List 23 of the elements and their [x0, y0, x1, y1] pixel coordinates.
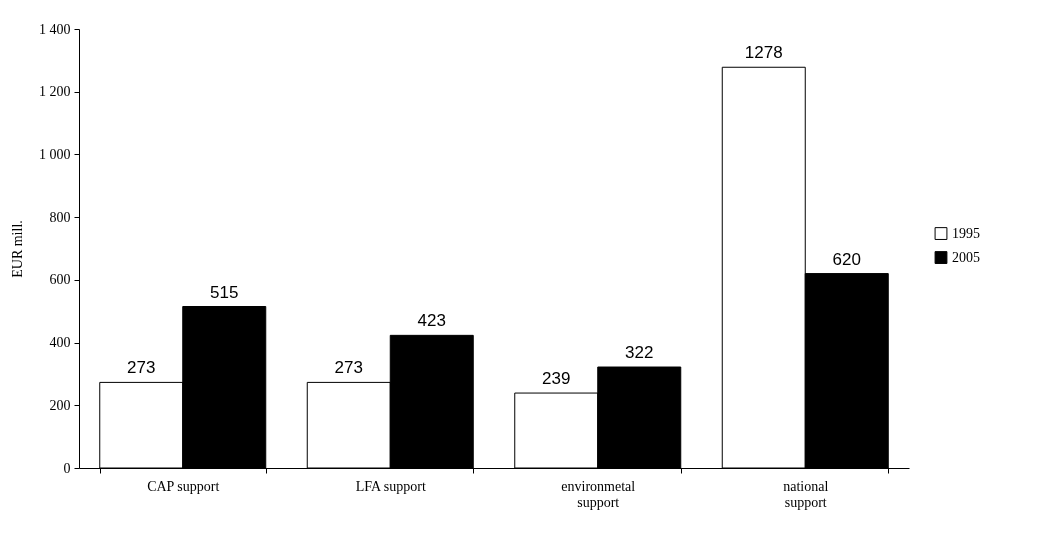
y-tick-label: 1 400 [39, 21, 71, 37]
y-tick-label: 800 [49, 209, 71, 225]
y-tick-label: 0 [63, 460, 71, 476]
y-tick-label: 1 000 [39, 146, 71, 162]
legend-label: 2005 [952, 249, 980, 265]
data-label: 273 [127, 358, 156, 378]
x-tick-label: national support [783, 478, 829, 510]
data-label: 1278 [744, 43, 783, 63]
y-axis-title: EUR mill. [10, 220, 25, 278]
data-label: 273 [334, 358, 363, 378]
data-label: 423 [417, 311, 446, 331]
y-tick-label: 200 [49, 397, 71, 413]
x-tick-label: LFA support [355, 478, 426, 494]
x-tick-label: environmetal support [561, 478, 636, 510]
data-label: 620 [832, 249, 861, 269]
x-tick-label: CAP support [147, 478, 220, 494]
data-label: 322 [625, 343, 654, 363]
y-tick-label: 400 [49, 335, 71, 351]
y-tick-label: 1 200 [39, 84, 71, 100]
data-label: 515 [210, 282, 239, 302]
legend-label: 1995 [952, 225, 980, 241]
data-label: 239 [542, 369, 571, 389]
y-tick-label: 600 [49, 272, 71, 288]
